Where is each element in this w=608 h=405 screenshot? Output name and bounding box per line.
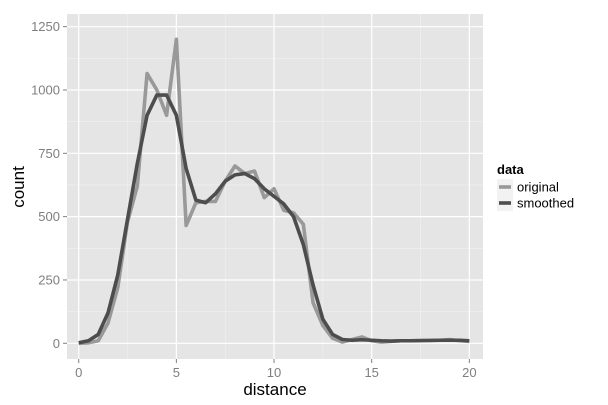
- y-tick-label: 250: [38, 272, 60, 287]
- legend-label-smoothed: smoothed: [517, 196, 574, 211]
- minor-gridlines: [67, 14, 483, 359]
- x-tick-label: 0: [75, 365, 82, 380]
- y-tick-label: 1000: [31, 82, 60, 97]
- x-axis-tick-labels: 0 5 10 15 20: [75, 365, 476, 380]
- series-lines: [78, 37, 470, 346]
- series-line-smoothed: [78, 93, 470, 345]
- x-axis-ticks: [78, 359, 470, 363]
- x-tick-label: 10: [267, 365, 281, 380]
- y-axis-ticks: [63, 26, 67, 344]
- major-gridlines: [67, 14, 483, 359]
- x-tick-label: 5: [173, 365, 180, 380]
- y-tick-label: 0: [53, 336, 60, 351]
- x-tick-label: 20: [462, 365, 476, 380]
- y-axis-tick-labels: 0 250 500 750 1000 1250: [31, 19, 60, 351]
- x-tick-label: 15: [364, 365, 378, 380]
- x-axis-title: distance: [243, 380, 306, 399]
- legend-title: data: [497, 162, 525, 177]
- y-tick-label: 1250: [31, 19, 60, 34]
- y-tick-label: 500: [38, 209, 60, 224]
- y-tick-label: 750: [38, 146, 60, 161]
- y-axis-title: count: [9, 166, 28, 208]
- legend-label-original: original: [517, 180, 559, 195]
